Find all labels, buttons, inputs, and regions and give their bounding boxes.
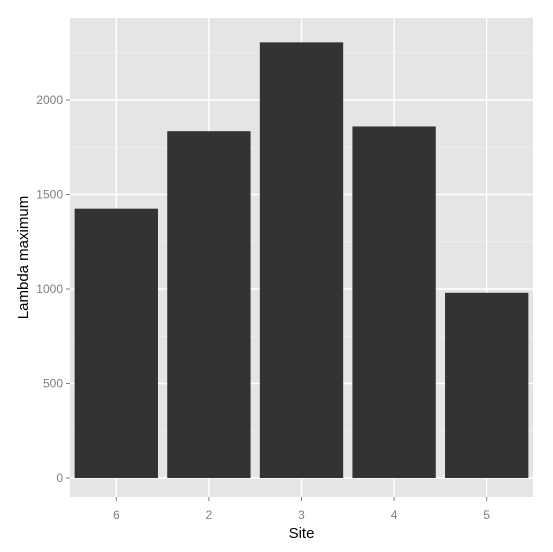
bar-site-3 <box>259 42 344 478</box>
x-tick-label: 4 <box>391 508 398 522</box>
y-axis-ticks: 0 500 1000 1500 2000 <box>36 93 70 485</box>
x-tick-label: 2 <box>206 508 213 522</box>
x-tick-label: 5 <box>483 508 490 522</box>
x-tick-label: 3 <box>298 508 305 522</box>
bars <box>74 42 529 479</box>
y-axis-title: Lambda maximum <box>15 196 32 319</box>
bar-site-6 <box>74 208 158 479</box>
y-tick-label: 2000 <box>36 93 63 107</box>
bar-site-2 <box>167 131 251 478</box>
bar-site-4 <box>352 126 436 479</box>
bar-site-5 <box>445 292 529 478</box>
y-tick-label: 500 <box>43 377 63 391</box>
y-tick-label: 1500 <box>36 188 63 202</box>
y-tick-label: 1000 <box>36 282 63 296</box>
x-axis-title: Site <box>289 525 315 542</box>
x-axis-ticks: 6 2 3 4 5 <box>113 497 490 522</box>
y-tick-label: 0 <box>56 471 63 485</box>
x-tick-label: 6 <box>113 508 120 522</box>
